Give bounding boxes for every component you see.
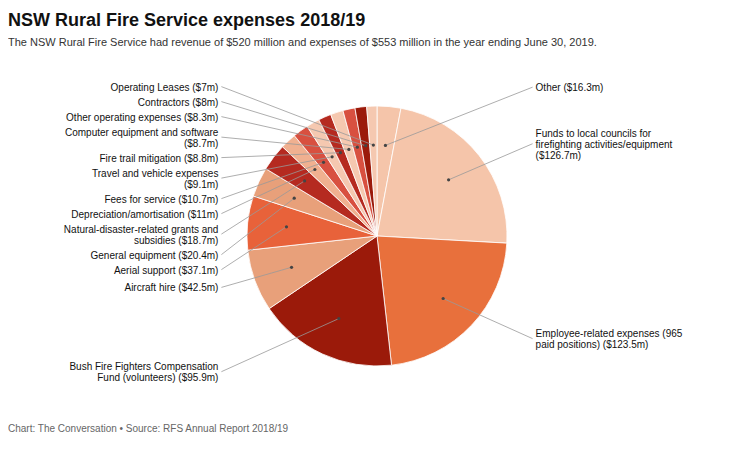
svg-text:Natural-disaster-related grant: Natural-disaster-related grants andsubsi… — [64, 223, 219, 245]
svg-text:Travel and vehicle expenses($9: Travel and vehicle expenses($9.1m) — [92, 167, 218, 189]
svg-text:Aerial support ($37.1m): Aerial support ($37.1m) — [114, 264, 219, 275]
svg-text:Contractors ($8m): Contractors ($8m) — [138, 96, 219, 107]
svg-text:Depreciation/amortisation ($11: Depreciation/amortisation ($11m) — [71, 208, 218, 219]
svg-text:Other ($16.3m): Other ($16.3m) — [536, 82, 604, 93]
html-text:The NSW Rural Fire Service had: The NSW Rural Fire Service had revenue o… — [8, 36, 597, 48]
svg-text:General equipment ($20.4m): General equipment ($20.4m) — [91, 249, 219, 260]
html-text:Chart: The Conversation • Sour: Chart: The Conversation • Source: RFS An… — [8, 423, 289, 434]
svg-text:Computer equipment and softwar: Computer equipment and software($8.7m) — [65, 126, 219, 148]
svg-text:Fire trail mitigation ($8.8m): Fire trail mitigation ($8.8m) — [99, 152, 218, 163]
svg-text:Aircraft hire ($42.5m): Aircraft hire ($42.5m) — [124, 282, 218, 293]
svg-text:Other operating expenses ($8.3: Other operating expenses ($8.3m) — [66, 111, 218, 122]
svg-text:Operating Leases ($7m): Operating Leases ($7m) — [111, 81, 219, 92]
svg-text:Funds to local councils forfir: Funds to local councils forfirefighting … — [536, 127, 673, 160]
svg-text:Fees for service ($10.7m): Fees for service ($10.7m) — [104, 193, 218, 204]
svg-text:Bush Fire Fighters Compensatio: Bush Fire Fighters CompensationFund (vol… — [69, 361, 218, 383]
html-text:NSW Rural Fire Service expense: NSW Rural Fire Service expenses 2018/19 — [8, 10, 366, 30]
svg-text:Employee-related expenses (965: Employee-related expenses (965paid posit… — [536, 328, 683, 350]
